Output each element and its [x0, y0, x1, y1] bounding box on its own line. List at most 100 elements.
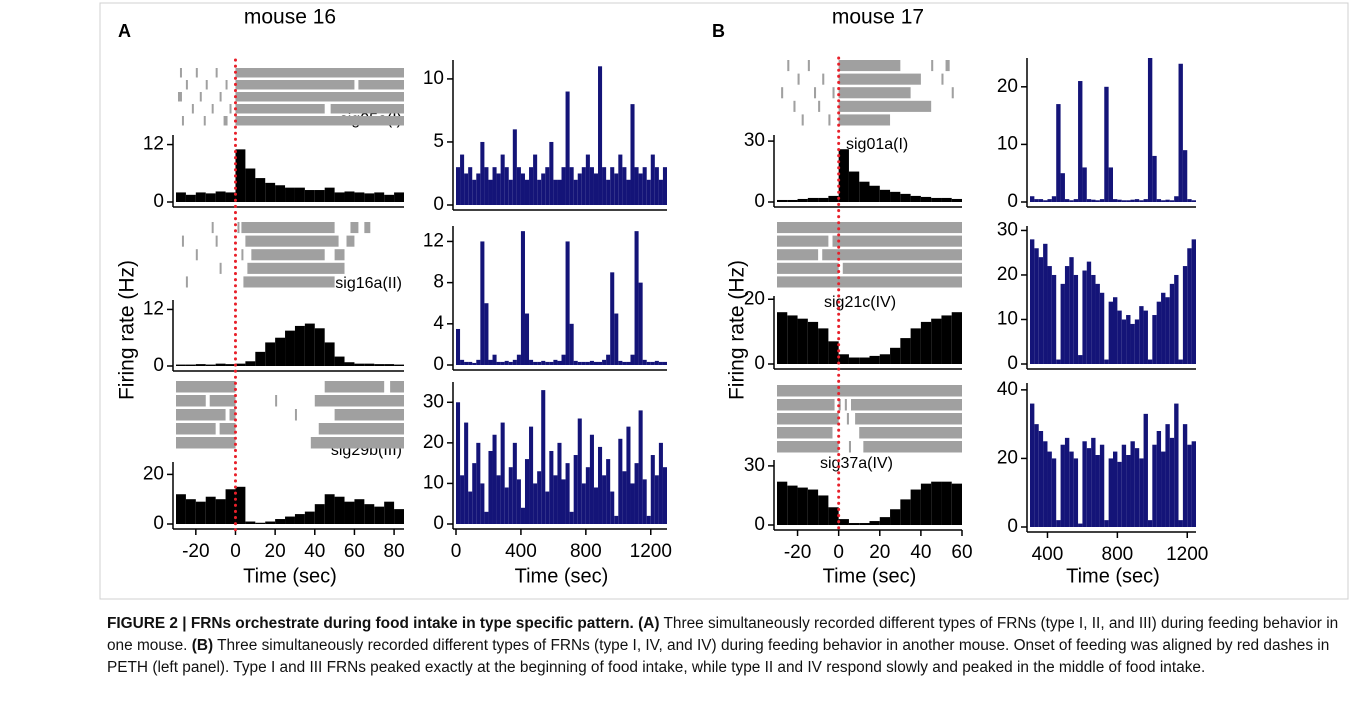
histogram-bar [537, 361, 542, 365]
histogram-bar [797, 487, 808, 525]
histogram-bar [334, 496, 345, 524]
histogram-bar [818, 495, 829, 525]
y-tick-label: 20 [744, 288, 765, 309]
histogram-bar [324, 494, 335, 524]
histogram-bar [941, 197, 952, 202]
panel-letter: B [712, 21, 725, 41]
histogram-bar [195, 501, 206, 524]
histogram-bar [516, 354, 521, 365]
histogram-bar [1095, 200, 1100, 202]
histogram-bar [476, 442, 481, 524]
histogram-bar [1182, 424, 1188, 527]
histogram-bar [468, 167, 473, 205]
x-tick-label: 60 [344, 541, 365, 562]
y-tick-label: 0 [1007, 191, 1018, 212]
histogram-bar [484, 511, 489, 524]
histogram-bar [614, 313, 619, 365]
histogram-bar [1143, 199, 1148, 202]
histogram-bar [496, 173, 501, 205]
y-tick-label: 5 [433, 131, 444, 152]
histogram-bar [1139, 306, 1144, 364]
histogram-bar [646, 515, 651, 524]
histogram-bar [593, 173, 599, 205]
histogram-bar [654, 167, 659, 205]
histogram-bar [1178, 359, 1183, 364]
histogram-bar [537, 179, 542, 205]
histogram-bar [1086, 199, 1092, 202]
histogram-bar [374, 192, 385, 202]
y-tick-label: 0 [153, 355, 164, 376]
raster-spikes [838, 100, 932, 112]
raster-spikes [243, 276, 335, 288]
raster-spikes [807, 60, 810, 72]
caption-text: Three simultaneously recorded different … [107, 637, 1330, 676]
histogram-bar [626, 179, 631, 205]
histogram-bar [941, 315, 952, 364]
histogram-bar [1174, 403, 1179, 527]
histogram-bar [1187, 199, 1192, 202]
histogram-bar [553, 359, 558, 365]
histogram-bar [1030, 239, 1035, 364]
histogram-bar [524, 313, 530, 365]
histogram-bar [869, 355, 880, 364]
histogram-bar [265, 521, 276, 524]
histogram-bar [541, 360, 546, 365]
histogram-bar [275, 519, 286, 524]
histogram-bar [910, 489, 921, 525]
histogram-bar [598, 361, 603, 365]
histogram-bar [1169, 283, 1175, 364]
histogram-bar [818, 197, 829, 202]
histogram-bar [654, 360, 659, 365]
raster-spikes [235, 104, 325, 114]
histogram-bar [1139, 200, 1144, 202]
raster-spikes [235, 92, 404, 102]
histogram-bar [496, 475, 501, 524]
x-tick-label: 800 [1102, 544, 1134, 565]
histogram-bar [1134, 199, 1140, 202]
histogram-bar [520, 231, 525, 365]
histogram-bar [1034, 199, 1039, 202]
raster-spikes [777, 222, 962, 234]
y-tick-label: 4 [433, 313, 444, 334]
histogram-bar [634, 167, 639, 205]
histogram-bar [931, 197, 942, 202]
histogram-bar [1113, 297, 1118, 364]
histogram-bar [569, 167, 574, 205]
histogram-bar [634, 231, 639, 365]
histogram-bar [235, 486, 246, 524]
raster-spikes [245, 235, 339, 247]
histogram-bar [374, 364, 385, 366]
histogram-bar [614, 515, 619, 524]
histogram-bar [1069, 451, 1074, 527]
histogram-bar [561, 167, 566, 205]
y-tick-label: 30 [744, 455, 765, 476]
histogram-bar [838, 149, 849, 202]
histogram-bar [294, 514, 305, 524]
histogram-bar [1099, 444, 1105, 527]
y-tick-label: 0 [153, 513, 164, 534]
histogram-bar [176, 494, 186, 524]
raster-spikes [310, 437, 404, 449]
raster-spikes [176, 381, 236, 393]
histogram-bar [630, 354, 635, 365]
histogram-bar [1165, 424, 1170, 527]
histogram-bar [1091, 437, 1096, 527]
histogram-bar [1174, 274, 1179, 364]
histogram-bar [622, 361, 627, 365]
histogram-bar [484, 303, 489, 365]
histogram-bar [464, 173, 469, 205]
histogram-bar [500, 422, 505, 524]
histogram-bar [364, 193, 375, 202]
histogram-bar [215, 363, 226, 366]
histogram-bar [1191, 200, 1196, 202]
histogram-bar [1099, 292, 1105, 364]
histogram-bar [1178, 520, 1183, 527]
histogram-bar [508, 361, 513, 365]
histogram-bar [797, 318, 808, 364]
raster-spikes [797, 73, 800, 85]
histogram-bar [807, 489, 819, 525]
histogram-bar [807, 321, 819, 364]
raster-spikes [832, 87, 835, 99]
histogram-bar [1047, 451, 1052, 527]
raster-spikes [818, 100, 821, 112]
